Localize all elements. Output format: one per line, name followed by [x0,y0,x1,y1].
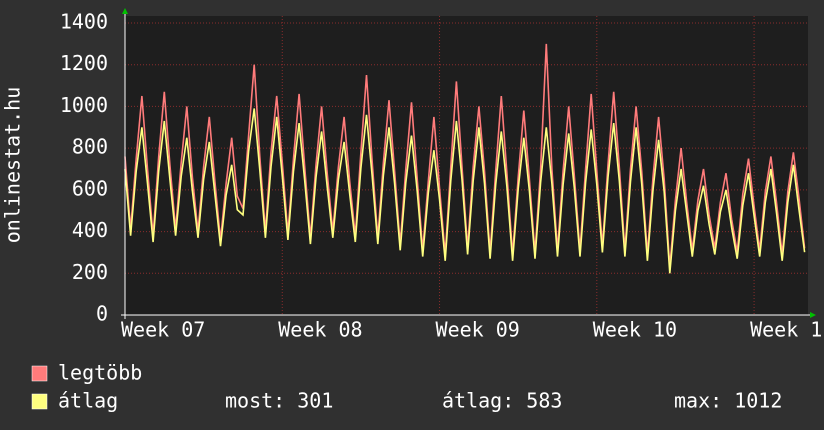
y-tick-label: 1400 [60,10,108,34]
legend-stat: átlag: 583 [442,389,562,413]
y-tick-label: 600 [72,176,108,200]
y-tick-label: 1000 [60,93,108,117]
y-tick-label: 400 [72,218,108,242]
legend-swatch [31,393,48,410]
x-arrow [810,312,816,318]
y-tick-label: 0 [96,302,108,326]
x-tick-label: Week 08 [278,318,362,342]
plot-area [125,16,808,315]
x-tick-label: Week 09 [436,318,520,342]
x-tick-label: Week 10 [593,318,677,342]
legend-swatch [31,365,48,382]
legend-label: legtöbb [58,361,142,385]
y-tick-label: 1200 [60,51,108,75]
series-line [124,108,806,274]
legend-label: átlag [58,389,118,413]
y-arrow [122,8,128,14]
x-tick-label: Week 11 [750,318,824,342]
x-tick-label: Week 07 [121,318,205,342]
y-axis-label: onlinestat.hu [1,87,25,244]
y-tick-label: 800 [72,135,108,159]
legend-stat: max: 1012 [674,389,782,413]
y-tick-label: 200 [72,260,108,284]
legend-stat: most: 301 [225,389,333,413]
